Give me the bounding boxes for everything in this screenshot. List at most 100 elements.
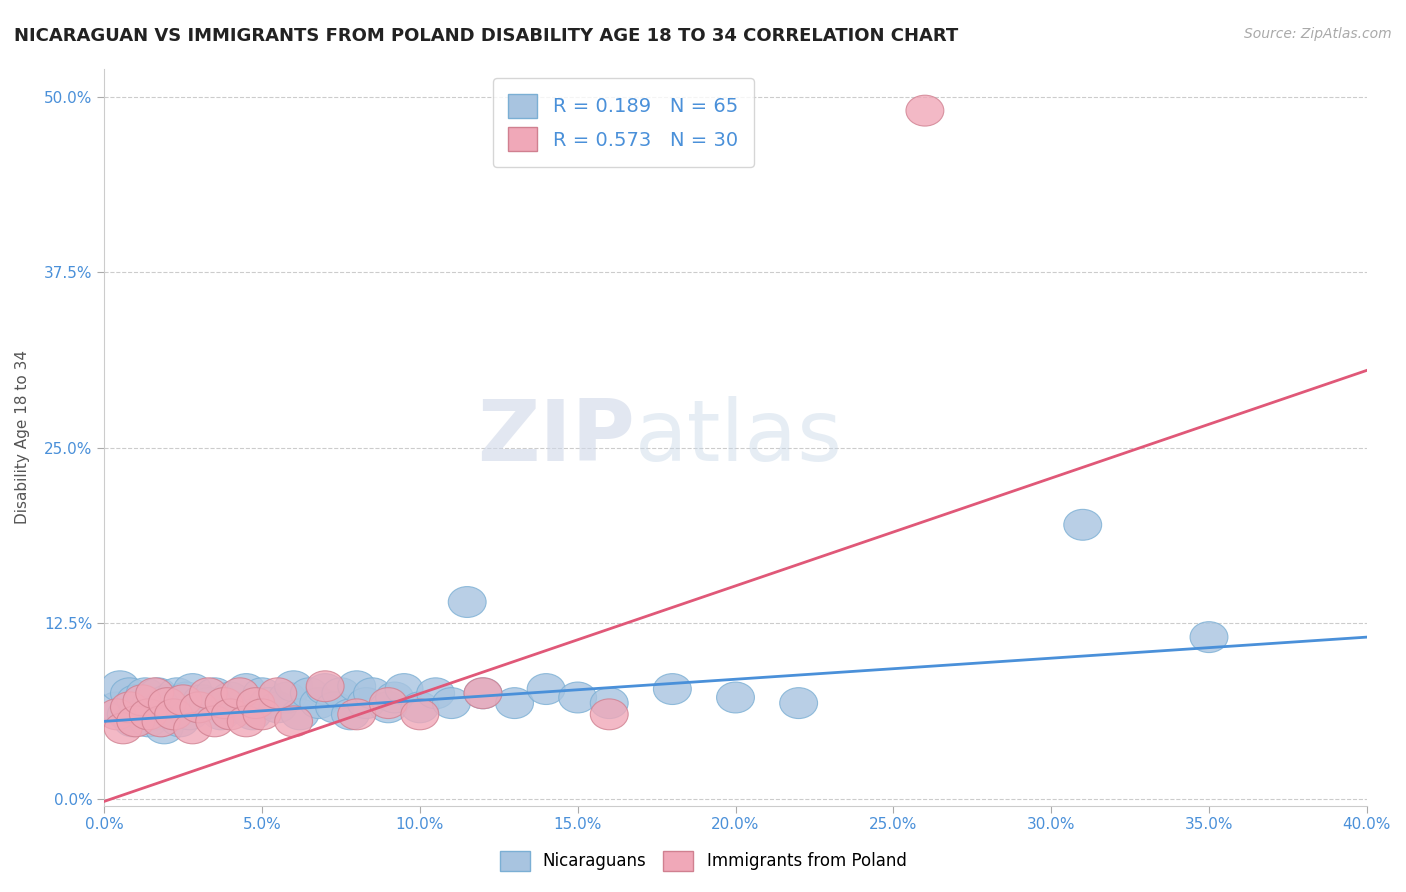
- Ellipse shape: [401, 692, 439, 723]
- Ellipse shape: [170, 699, 208, 730]
- Ellipse shape: [149, 688, 186, 719]
- Ellipse shape: [157, 678, 195, 709]
- Text: Source: ZipAtlas.com: Source: ZipAtlas.com: [1244, 27, 1392, 41]
- Ellipse shape: [269, 682, 307, 713]
- Ellipse shape: [274, 671, 312, 702]
- Ellipse shape: [307, 671, 344, 702]
- Ellipse shape: [291, 678, 329, 709]
- Ellipse shape: [202, 699, 240, 730]
- Ellipse shape: [401, 699, 439, 730]
- Ellipse shape: [155, 699, 193, 730]
- Ellipse shape: [905, 95, 943, 126]
- Ellipse shape: [370, 688, 408, 719]
- Ellipse shape: [117, 706, 155, 737]
- Ellipse shape: [195, 678, 233, 709]
- Ellipse shape: [259, 692, 297, 723]
- Ellipse shape: [322, 678, 360, 709]
- Ellipse shape: [780, 688, 817, 719]
- Ellipse shape: [111, 692, 149, 723]
- Ellipse shape: [1064, 509, 1102, 541]
- Ellipse shape: [114, 706, 152, 737]
- Ellipse shape: [107, 699, 145, 730]
- Ellipse shape: [195, 706, 233, 737]
- Ellipse shape: [495, 688, 533, 719]
- Ellipse shape: [132, 688, 170, 719]
- Ellipse shape: [558, 682, 596, 713]
- Ellipse shape: [299, 688, 337, 719]
- Ellipse shape: [221, 678, 259, 709]
- Ellipse shape: [117, 685, 155, 715]
- Ellipse shape: [316, 692, 353, 723]
- Ellipse shape: [228, 706, 266, 737]
- Ellipse shape: [173, 673, 211, 705]
- Ellipse shape: [136, 699, 173, 730]
- Ellipse shape: [233, 699, 271, 730]
- Ellipse shape: [120, 692, 157, 723]
- Ellipse shape: [211, 699, 249, 730]
- Ellipse shape: [139, 678, 177, 709]
- Ellipse shape: [104, 713, 142, 744]
- Ellipse shape: [259, 678, 297, 709]
- Ellipse shape: [370, 692, 408, 723]
- Ellipse shape: [98, 699, 136, 730]
- Ellipse shape: [449, 587, 486, 617]
- Ellipse shape: [180, 692, 218, 723]
- Ellipse shape: [591, 688, 628, 719]
- Ellipse shape: [717, 682, 755, 713]
- Ellipse shape: [111, 678, 149, 709]
- Ellipse shape: [145, 713, 183, 744]
- Ellipse shape: [236, 688, 274, 719]
- Ellipse shape: [385, 673, 423, 705]
- Ellipse shape: [307, 673, 344, 705]
- Ellipse shape: [1189, 622, 1227, 653]
- Ellipse shape: [375, 682, 413, 713]
- Ellipse shape: [165, 688, 202, 719]
- Text: ZIP: ZIP: [477, 395, 634, 478]
- Text: atlas: atlas: [634, 395, 842, 478]
- Ellipse shape: [129, 699, 167, 730]
- Ellipse shape: [591, 699, 628, 730]
- Ellipse shape: [654, 673, 692, 705]
- Ellipse shape: [464, 678, 502, 709]
- Y-axis label: Disability Age 18 to 34: Disability Age 18 to 34: [15, 350, 30, 524]
- Text: NICARAGUAN VS IMMIGRANTS FROM POLAND DISABILITY AGE 18 TO 34 CORRELATION CHART: NICARAGUAN VS IMMIGRANTS FROM POLAND DIS…: [14, 27, 959, 45]
- Ellipse shape: [274, 706, 312, 737]
- Ellipse shape: [527, 673, 565, 705]
- Ellipse shape: [353, 678, 391, 709]
- Ellipse shape: [165, 685, 202, 715]
- Ellipse shape: [211, 682, 249, 713]
- Ellipse shape: [243, 678, 281, 709]
- Ellipse shape: [129, 706, 167, 737]
- Ellipse shape: [180, 692, 218, 723]
- Ellipse shape: [243, 699, 281, 730]
- Ellipse shape: [173, 713, 211, 744]
- Ellipse shape: [332, 699, 370, 730]
- Ellipse shape: [162, 706, 198, 737]
- Ellipse shape: [98, 692, 136, 723]
- Ellipse shape: [416, 678, 454, 709]
- Legend: R = 0.189   N = 65, R = 0.573   N = 30: R = 0.189 N = 65, R = 0.573 N = 30: [492, 78, 754, 167]
- Ellipse shape: [433, 688, 471, 719]
- Ellipse shape: [464, 678, 502, 709]
- Ellipse shape: [124, 699, 162, 730]
- Ellipse shape: [155, 699, 193, 730]
- Ellipse shape: [136, 678, 173, 709]
- Ellipse shape: [142, 692, 180, 723]
- Ellipse shape: [228, 673, 266, 705]
- Legend: Nicaraguans, Immigrants from Poland: Nicaraguans, Immigrants from Poland: [491, 842, 915, 880]
- Ellipse shape: [149, 685, 186, 715]
- Ellipse shape: [205, 688, 243, 719]
- Ellipse shape: [337, 671, 375, 702]
- Ellipse shape: [142, 706, 180, 737]
- Ellipse shape: [101, 671, 139, 702]
- Ellipse shape: [124, 685, 162, 715]
- Ellipse shape: [281, 699, 319, 730]
- Ellipse shape: [152, 692, 190, 723]
- Ellipse shape: [190, 688, 228, 719]
- Ellipse shape: [347, 688, 385, 719]
- Ellipse shape: [183, 685, 221, 715]
- Ellipse shape: [190, 678, 228, 709]
- Ellipse shape: [127, 678, 165, 709]
- Ellipse shape: [167, 682, 205, 713]
- Ellipse shape: [249, 688, 287, 719]
